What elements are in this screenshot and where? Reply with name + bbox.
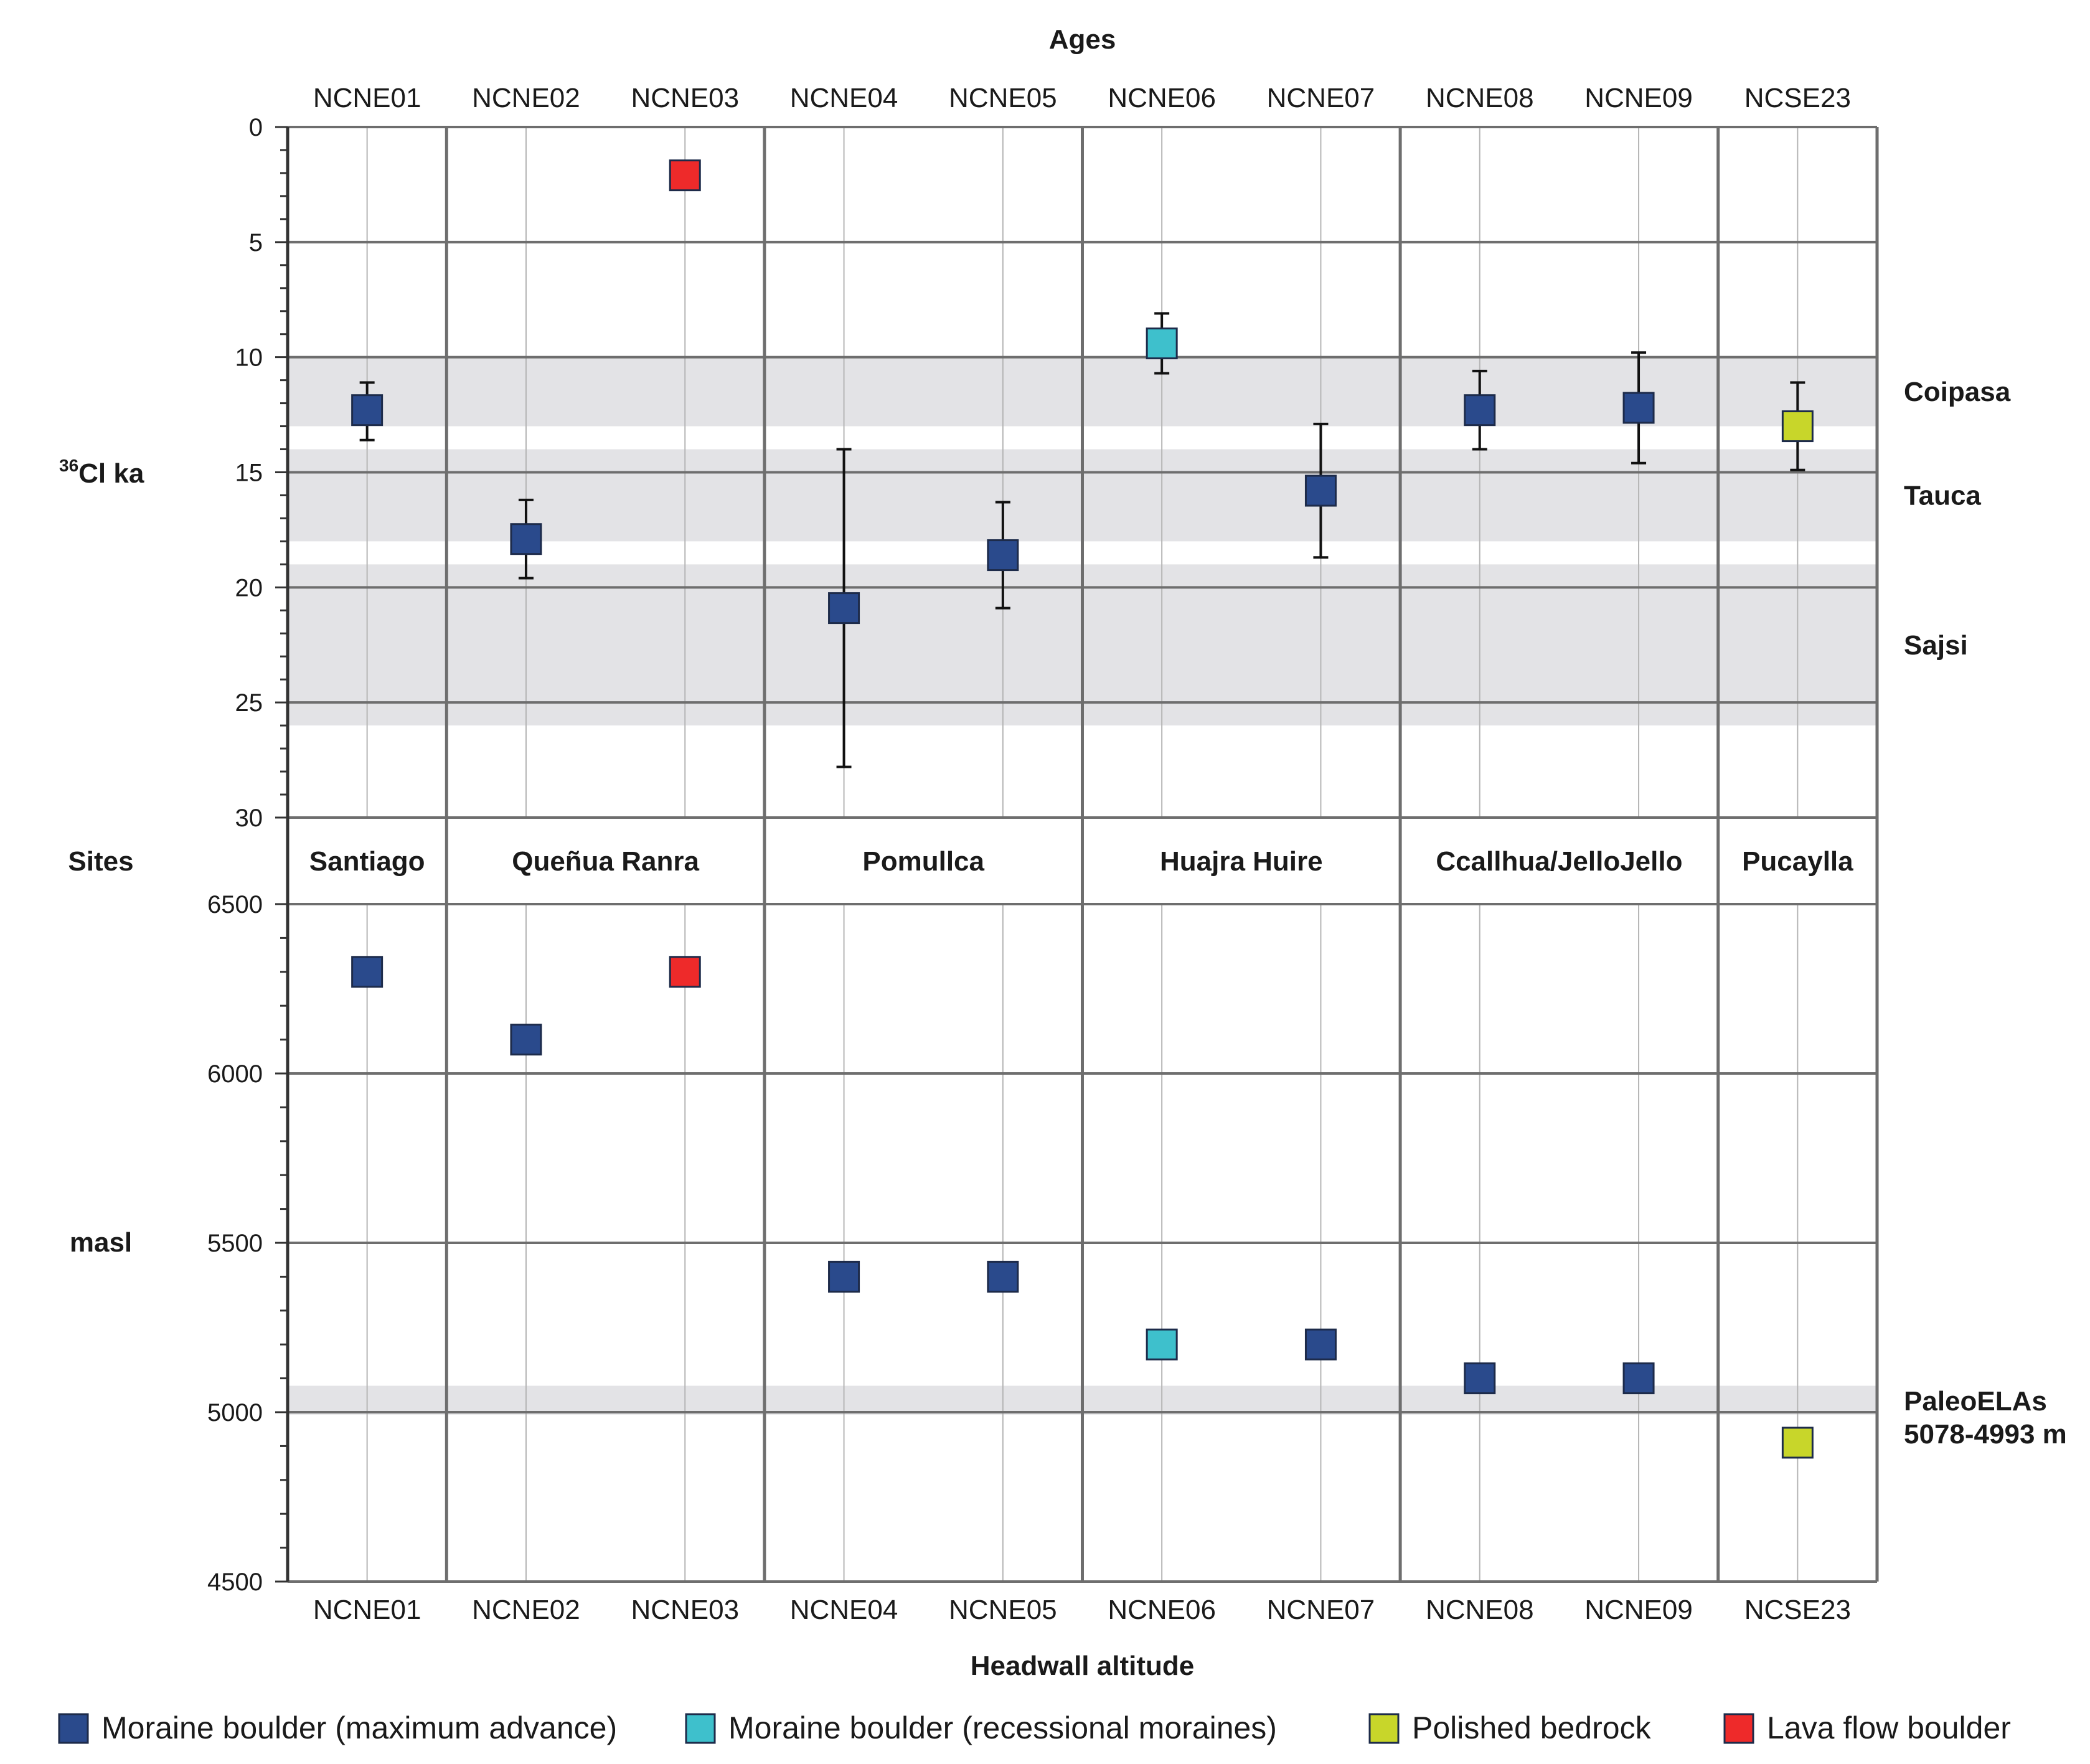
legend: Moraine boulder (maximum advance) Moraine… [58, 1710, 2011, 1745]
age-point-ncne07 [1304, 474, 1337, 507]
top-sample-label: NCNE09 [1584, 83, 1693, 113]
bottom-sample-label: NCNE06 [1108, 1595, 1216, 1625]
altitude-point-ncne08 [1464, 1362, 1496, 1395]
age-axis-label-text: Cl ka [78, 458, 144, 489]
paleoela-range-label: 5078-4993 m [1904, 1419, 2067, 1450]
age-point-ncne03 [669, 159, 701, 192]
headwall-altitude-title: Headwall altitude [971, 1651, 1194, 1681]
band-label-tauca: Tauca [1904, 480, 1981, 511]
top-sample-label: NCNE01 [313, 83, 421, 113]
sites-title: Sites [68, 846, 133, 877]
bottom-sample-label: NCNE08 [1426, 1595, 1534, 1625]
age-point-ncne08 [1464, 394, 1496, 427]
bottom-sample-label: NCNE05 [949, 1595, 1057, 1625]
age-point-ncse23 [1781, 410, 1814, 443]
altitude-point-ncne05 [987, 1260, 1019, 1293]
bottom-sample-label: NCNE04 [790, 1595, 898, 1625]
age-tick-label: 20 [235, 574, 263, 601]
points-layer [351, 159, 1814, 1459]
age-point-ncne09 [1622, 392, 1655, 424]
altitude-point-ncne09 [1622, 1362, 1655, 1395]
top-sample-label: NCSE23 [1744, 83, 1851, 113]
legend-swatch-lava-flow [1723, 1713, 1754, 1744]
age-tick-label: 5 [249, 229, 263, 257]
legend-label: Moraine boulder (maximum advance) [101, 1710, 617, 1745]
bottom-sample-label: NCNE01 [313, 1595, 421, 1625]
legend-swatch-moraine-recessional [685, 1713, 716, 1744]
site-label: Queñua Ranra [512, 846, 699, 877]
site-label: Ccallhua/JelloJello [1436, 846, 1682, 877]
age-tick-label: 15 [235, 460, 263, 487]
age-tick-label: 30 [235, 804, 263, 832]
bottom-sample-label: NCNE07 [1267, 1595, 1375, 1625]
legend-swatch-moraine-max [58, 1713, 89, 1744]
site-label: Pomullca [862, 846, 984, 877]
age-axis-label-superscript: 36 [59, 456, 78, 475]
top-sample-label: NCNE05 [949, 83, 1057, 113]
altitude-point-ncne07 [1304, 1328, 1337, 1361]
age-point-ncne02 [510, 523, 542, 555]
top-sample-label: NCNE02 [472, 83, 580, 113]
altitude-tick-label: 5500 [207, 1230, 263, 1257]
age-point-ncne01 [351, 394, 384, 427]
legend-label: Moraine boulder (recessional moraines) [728, 1710, 1277, 1745]
bottom-sample-label: NCSE23 [1744, 1595, 1851, 1625]
age-point-ncne04 [828, 592, 860, 625]
altitude-tick-label: 6000 [207, 1060, 263, 1088]
ages-title: Ages [1049, 24, 1116, 55]
ticks-layer [275, 126, 288, 1583]
age-tick-label: 0 [249, 114, 263, 141]
age-point-ncne05 [987, 539, 1019, 572]
age-point-ncne06 [1146, 327, 1178, 359]
bottom-sample-label: NCNE03 [631, 1595, 739, 1625]
altitude-tick-label: 6500 [207, 891, 263, 918]
altitude-point-ncne02 [510, 1024, 542, 1056]
age-axis-label: 36Cl ka [59, 456, 144, 489]
band-label-coipasa: Coipasa [1904, 377, 2011, 407]
altitude-point-ncne03 [669, 956, 701, 988]
altitude-point-ncne04 [828, 1260, 860, 1293]
age-tick-label: 25 [235, 689, 263, 717]
top-sample-label: NCNE03 [631, 83, 739, 113]
grid-layer [286, 126, 1879, 1583]
text-layer: 0 5 10 15 20 25 30 6500 6000 5500 5000 4500 NCNE01 NC… [59, 24, 2067, 1681]
site-label: Santiago [309, 846, 425, 877]
altitude-point-ncne01 [351, 956, 384, 988]
paleoela-label: PaleoELAs [1904, 1386, 2047, 1417]
legend-swatch-polished-bedrock [1368, 1713, 1400, 1744]
bottom-sample-label: NCNE02 [472, 1595, 580, 1625]
legend-label: Lava flow boulder [1767, 1710, 2011, 1745]
legend-label: Polished bedrock [1412, 1710, 1652, 1745]
altitude-tick-label: 4500 [207, 1568, 263, 1596]
top-sample-label: NCNE04 [790, 83, 898, 113]
masl-label: masl [70, 1227, 132, 1258]
site-label: Huajra Huire [1160, 846, 1323, 877]
site-label: Pucaylla [1742, 846, 1853, 877]
top-sample-label: NCNE07 [1267, 83, 1375, 113]
age-tick-label: 10 [235, 344, 263, 372]
top-sample-label: NCNE06 [1108, 83, 1216, 113]
band-label-sajsi: Sajsi [1904, 630, 1968, 661]
bottom-sample-label: NCNE09 [1584, 1595, 1693, 1625]
altitude-point-ncse23 [1781, 1427, 1814, 1459]
top-sample-label: NCNE08 [1426, 83, 1534, 113]
altitude-tick-label: 5000 [207, 1399, 263, 1427]
altitude-point-ncne06 [1146, 1328, 1178, 1361]
